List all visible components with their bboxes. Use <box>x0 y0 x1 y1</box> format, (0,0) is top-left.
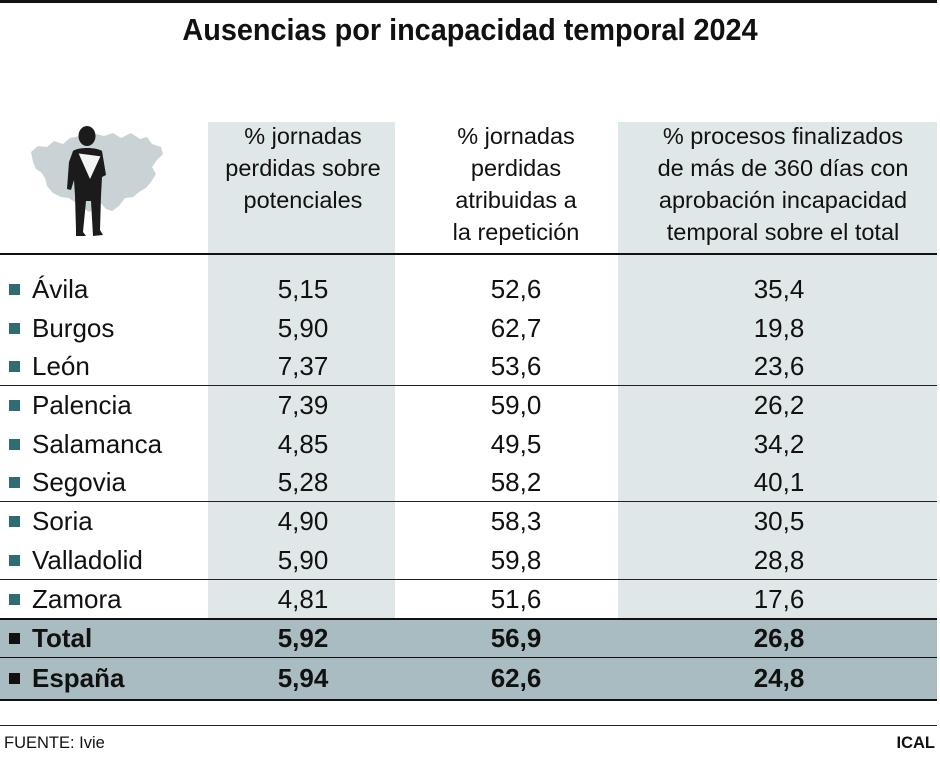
value-procesos-360-dias: 26,2 <box>753 390 805 421</box>
spain-row: España 5,94 62,6 24,8 <box>0 657 937 701</box>
row-label: Ávila <box>32 274 89 304</box>
column-header-jornadas-repeticion: % jornadas perdidas atribuidas a la repe… <box>452 123 580 245</box>
chart-title: Ausencias por incapacidad temporal 2024 <box>182 12 758 47</box>
square-bullet-icon <box>9 400 20 412</box>
column-header-procesos-360-dias: % procesos finalizados de más de 360 día… <box>657 123 909 245</box>
column-shade-procesos <box>618 122 937 619</box>
value-procesos-360-dias: 40,1 <box>753 467 805 498</box>
row-label: Burgos <box>32 312 115 343</box>
value-procesos-360-dias: 19,8 <box>753 312 805 343</box>
value-jornadas-repeticion: 59,0 <box>490 390 542 421</box>
table-row: Zamora 4,81 51,6 17,6 <box>0 580 937 619</box>
brand-credit: ICAL <box>896 734 936 752</box>
row-label: Zamora <box>32 583 122 614</box>
source-note: FUENTE: Ivie <box>4 734 105 752</box>
spain-jornadas-perdidas: 5,94 <box>277 663 329 693</box>
value-jornadas-repeticion: 53,6 <box>490 351 542 382</box>
value-jornadas-repeticion: 58,2 <box>490 467 542 498</box>
table-row: León 7,37 53,6 23,6 <box>0 347 937 387</box>
table-row: Burgos 5,90 62,7 19,8 <box>0 309 937 348</box>
total-jornadas-perdidas: 5,92 <box>277 623 329 653</box>
row-label: León <box>32 351 90 382</box>
totals-block: Total 5,92 56,9 26,8 España 5,94 62,6 24… <box>0 618 937 701</box>
injured-person-icon <box>67 126 106 236</box>
value-jornadas-perdidas: 5,90 <box>277 312 329 343</box>
table-row: Valladolid 5,90 59,8 28,8 <box>0 541 937 580</box>
square-bullet-icon <box>9 593 20 605</box>
table-row: Palencia 7,39 59,0 26,2 <box>0 386 937 425</box>
square-bullet-icon <box>9 554 20 566</box>
row-label: Salamanca <box>32 428 163 459</box>
value-jornadas-perdidas: 5,90 <box>277 544 329 575</box>
table-row: Ávila 5,15 52,6 35,4 <box>0 270 937 309</box>
value-jornadas-repeticion: 51,6 <box>490 583 542 614</box>
table-body: Ávila 5,15 52,6 35,4 Burgos 5,90 62,7 19… <box>0 270 937 618</box>
value-jornadas-perdidas: 7,39 <box>277 390 329 421</box>
square-bullet-icon <box>9 672 20 684</box>
value-jornadas-repeticion: 49,5 <box>490 428 542 459</box>
square-bullet-icon <box>9 322 20 334</box>
row-label: Valladolid <box>32 544 143 575</box>
top-rule <box>0 0 937 3</box>
value-jornadas-perdidas: 5,15 <box>277 274 329 304</box>
table-row: Soria 4,90 58,3 30,5 <box>0 502 937 541</box>
row-label: Palencia <box>32 390 132 421</box>
header-illustration <box>31 126 163 236</box>
column-header-jornadas-perdidas: % jornadas perdidas sobre potenciales <box>225 123 381 213</box>
value-jornadas-repeticion: 62,7 <box>490 312 542 343</box>
value-jornadas-perdidas: 4,85 <box>277 428 329 459</box>
table-row: Salamanca 4,85 49,5 34,2 <box>0 425 937 464</box>
value-jornadas-perdidas: 4,81 <box>277 583 329 614</box>
spain-label: España <box>32 663 125 693</box>
total-jornadas-repeticion: 56,9 <box>490 623 542 653</box>
row-label: Segovia <box>32 467 126 498</box>
row-label: Soria <box>32 506 93 537</box>
value-jornadas-perdidas: 5,28 <box>277 467 329 498</box>
value-jornadas-repeticion: 52,6 <box>490 274 542 304</box>
value-procesos-360-dias: 23,6 <box>753 351 805 382</box>
header-rule <box>0 253 937 255</box>
total-row: Total 5,92 56,9 26,8 <box>0 618 937 657</box>
value-procesos-360-dias: 35,4 <box>753 274 805 304</box>
square-bullet-icon <box>9 284 20 295</box>
value-jornadas-perdidas: 4,90 <box>277 506 329 537</box>
square-bullet-icon <box>9 361 20 373</box>
footer-rule <box>0 725 937 726</box>
value-procesos-360-dias: 34,2 <box>753 428 805 459</box>
spain-procesos-360-dias: 24,8 <box>753 663 805 693</box>
value-procesos-360-dias: 28,8 <box>753 544 805 575</box>
total-label: Total <box>32 623 93 653</box>
total-procesos-360-dias: 26,8 <box>753 623 805 653</box>
value-jornadas-repeticion: 58,3 <box>490 506 542 537</box>
value-jornadas-repeticion: 59,8 <box>490 544 542 575</box>
square-bullet-icon <box>9 516 20 528</box>
table-row: Segovia 5,28 58,2 40,1 <box>0 463 937 503</box>
value-procesos-360-dias: 30,5 <box>753 506 805 537</box>
column-shade-jornadas <box>208 122 395 619</box>
square-bullet-icon <box>9 438 20 450</box>
square-bullet-icon <box>9 633 20 644</box>
square-bullet-icon <box>9 477 20 489</box>
spain-jornadas-repeticion: 62,6 <box>490 663 542 693</box>
value-jornadas-perdidas: 7,37 <box>277 351 329 382</box>
value-procesos-360-dias: 17,6 <box>753 583 805 614</box>
